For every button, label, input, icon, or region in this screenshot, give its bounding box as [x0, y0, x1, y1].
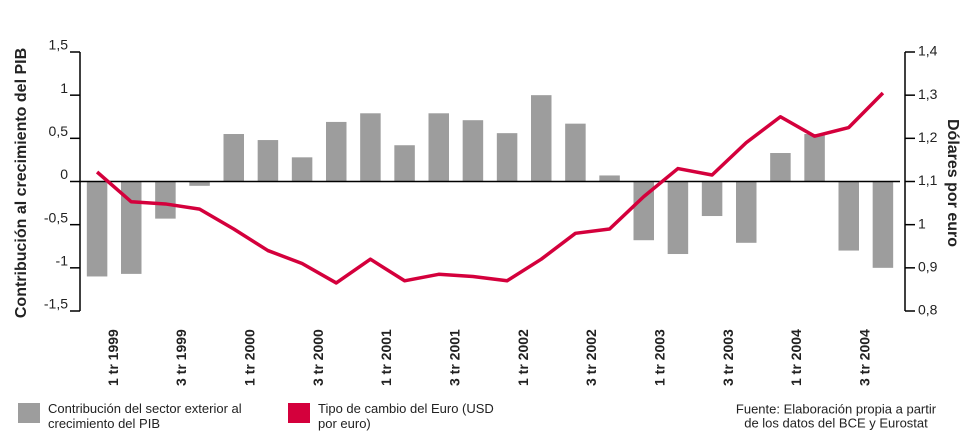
y-tick-label: 0,5 — [49, 123, 69, 139]
x-tick-label: 1 tr 2002 — [515, 329, 531, 386]
y-tick-label: -1,5 — [44, 296, 68, 312]
bar — [633, 181, 654, 241]
bar — [599, 175, 620, 182]
bar — [770, 153, 791, 182]
line — [95, 91, 885, 285]
y-tick-label: 1,5 — [49, 37, 69, 53]
y-axis-label: Contribución al crecimiento del PIB — [13, 48, 30, 318]
bar — [155, 181, 176, 219]
bar — [326, 121, 347, 182]
bar — [496, 133, 518, 182]
bar — [291, 157, 313, 182]
x-tick-label: 3 tr 1999 — [173, 329, 189, 386]
bar — [257, 140, 279, 182]
x-tick-label: 3 tr 2001 — [446, 329, 462, 386]
x-tick-label: 3 tr 2002 — [583, 329, 599, 386]
y2-tick-label: 1,3 — [918, 86, 938, 102]
bar — [462, 120, 484, 182]
bar — [428, 113, 449, 182]
y2-tick-label: 1,1 — [918, 172, 938, 188]
bar — [394, 145, 415, 182]
x-tick-label: 3 tr 2003 — [720, 329, 736, 386]
bar — [804, 134, 825, 182]
bar — [531, 95, 552, 182]
x-tick-label: 1 tr 1999 — [105, 329, 121, 386]
y-tick-label: -1 — [56, 253, 69, 269]
y2-axis-label: Dólares por euro — [944, 119, 961, 247]
x-tick-label: 1 tr 2000 — [241, 329, 257, 386]
bar — [565, 123, 586, 182]
legend-entry: Contribución del sector exterior al crec… — [48, 401, 242, 431]
bar — [736, 181, 757, 243]
y2-tick-label: 0,9 — [918, 259, 938, 275]
y-tick-label: -0,5 — [44, 209, 68, 225]
legend-label: Tipo de cambio del Euro (USD por euro) — [318, 401, 494, 431]
bar — [667, 181, 689, 255]
legend-entry: Tipo de cambio del Euro (USD por euro) — [318, 401, 494, 431]
y-tick-label: 1 — [60, 80, 68, 96]
bar — [872, 181, 894, 268]
bar — [121, 181, 142, 274]
legend-swatch — [288, 403, 310, 423]
x-tick-label: 1 tr 2001 — [378, 329, 394, 386]
x-tick-label: 1 tr 2004 — [788, 329, 804, 386]
x-tick-label: 3 tr 2004 — [856, 329, 872, 386]
bar — [223, 134, 244, 182]
y2-tick-label: 0,8 — [918, 302, 938, 318]
y2-tick-label: 1,4 — [918, 43, 938, 59]
x-tick-label: 3 tr 2000 — [310, 329, 326, 386]
source-note: de los datos del BCE y Eurostat — [744, 415, 928, 430]
source-note: Fuente: Elaboración propia a partir — [736, 401, 937, 416]
legend-label: Contribución del sector exterior al crec… — [48, 401, 242, 431]
bar — [701, 181, 723, 217]
legend-swatch — [18, 403, 40, 423]
y2-tick-label: 1 — [918, 215, 926, 231]
bar — [86, 181, 108, 277]
bar — [360, 113, 381, 182]
y-tick-label: 0 — [60, 166, 68, 182]
bar — [189, 181, 210, 186]
x-tick-label: 1 tr 2003 — [651, 329, 667, 386]
bar — [838, 181, 859, 251]
y2-tick-label: 1,2 — [918, 129, 938, 145]
